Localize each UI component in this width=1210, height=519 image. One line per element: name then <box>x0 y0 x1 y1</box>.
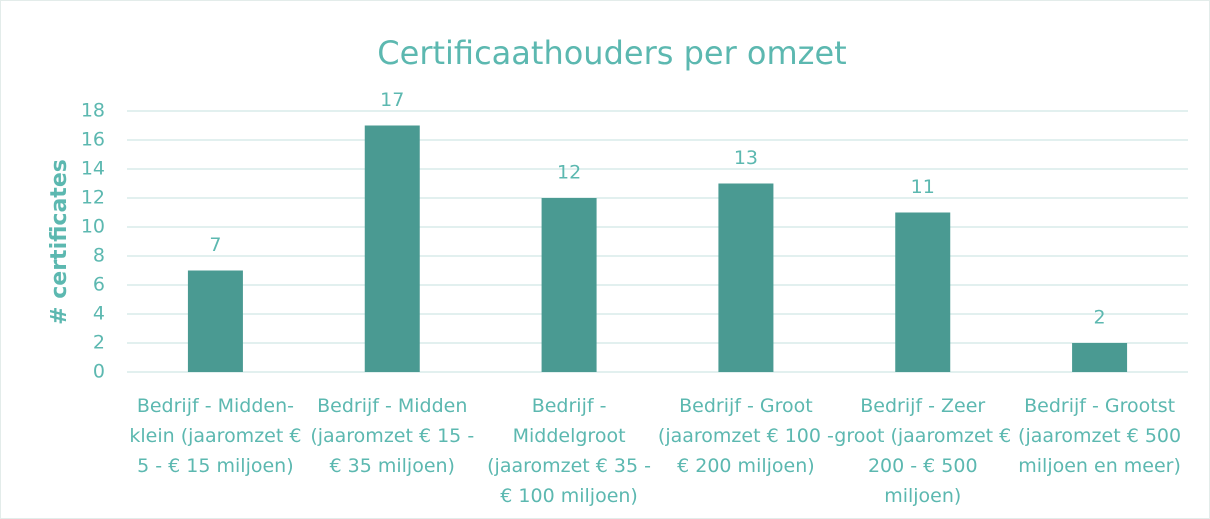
chart-title: Certificaathouders per omzet <box>377 34 846 72</box>
bar <box>1072 343 1128 372</box>
y-tick-label: 4 <box>93 303 105 325</box>
x-tick-label: Bedrijf - Middelgroot (jaaromzet € 35 - … <box>487 395 651 507</box>
x-tick-label: Bedrijf - Grootst (jaaromzet € 500 miljo… <box>1018 395 1182 477</box>
y-tick-label: 14 <box>81 158 105 180</box>
x-tick-label: Bedrijf - Zeer groot (jaaromzet € 200 - … <box>834 395 1012 507</box>
y-tick-label: 16 <box>81 129 105 151</box>
data-label: 11 <box>911 176 935 198</box>
bar <box>718 183 774 372</box>
x-tick-label: Bedrijf - Midden-klein (jaaromzet € 5 - … <box>129 395 302 477</box>
y-tick-label: 10 <box>81 216 105 238</box>
bar <box>895 212 951 372</box>
data-label: 12 <box>557 162 581 184</box>
y-tick-label: 12 <box>81 187 105 209</box>
bar <box>187 270 243 372</box>
x-tick-label: Bedrijf - Midden (jaaromzet € 15 - € 35 … <box>310 395 475 477</box>
y-tick-label: 2 <box>93 332 105 354</box>
bar <box>364 125 420 372</box>
x-tick-label: Bedrijf - Groot (jaaromzet € 100 - € 200… <box>657 395 834 477</box>
data-label: 7 <box>209 234 221 256</box>
y-tick-label: 0 <box>93 361 105 383</box>
data-label: 17 <box>380 89 404 111</box>
data-label: 13 <box>734 147 758 169</box>
y-axis-title: # certificates <box>47 159 72 325</box>
y-tick-label: 6 <box>93 274 105 296</box>
y-tick-label: 8 <box>93 245 105 267</box>
y-tick-label: 18 <box>81 100 105 122</box>
data-label: 2 <box>1094 307 1106 329</box>
bar <box>541 198 597 372</box>
